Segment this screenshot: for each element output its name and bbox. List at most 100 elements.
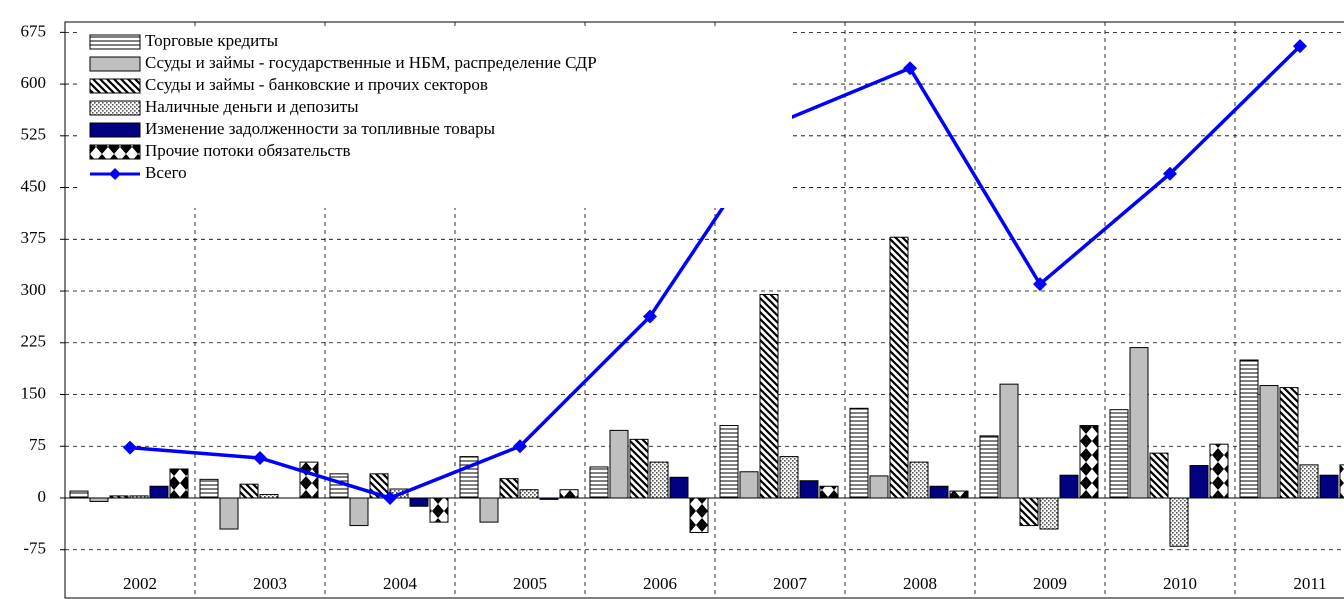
bar [1059, 474, 1079, 499]
bar [629, 438, 649, 499]
bar [1209, 443, 1229, 499]
legend-label: Торговые кредиты [145, 31, 279, 50]
bar [199, 478, 219, 499]
bar [1039, 497, 1059, 530]
x-tick-label: 2008 [903, 574, 937, 593]
y-tick-label: 300 [21, 280, 47, 299]
bar [1259, 385, 1279, 499]
bar [1299, 464, 1319, 499]
line-marker [123, 440, 137, 455]
bar [799, 480, 819, 499]
bar [589, 466, 609, 499]
legend-background [80, 30, 792, 208]
line-marker [513, 439, 527, 454]
bar [849, 407, 869, 499]
bar [1279, 387, 1299, 499]
bar [169, 468, 189, 499]
y-tick-label: 150 [21, 383, 47, 402]
line-marker [1163, 166, 1177, 181]
line-marker [1293, 39, 1307, 54]
bar [929, 485, 949, 499]
bar [409, 497, 429, 507]
y-tick-label: -75 [23, 539, 46, 558]
y-tick-label: 675 [21, 21, 47, 40]
bar [1319, 474, 1339, 499]
x-tick-label: 2003 [253, 574, 287, 593]
bar [1239, 359, 1259, 499]
x-tick-label: 2004 [383, 574, 418, 593]
bar [609, 429, 629, 499]
bar [149, 485, 169, 499]
legend-label: Ссуды и займы - банковские и прочих сект… [145, 75, 488, 94]
legend-swatch [89, 78, 141, 94]
bar [519, 489, 539, 499]
bar [719, 425, 739, 499]
bar [219, 497, 239, 530]
legend-swatch [109, 168, 121, 180]
bar [689, 497, 709, 533]
x-tick-label: 2010 [1163, 574, 1197, 593]
legend-swatch [89, 122, 141, 138]
y-tick-label: 600 [21, 73, 47, 92]
y-tick-label: 450 [21, 176, 47, 195]
x-tick-label: 2002 [123, 574, 157, 593]
bar [109, 495, 129, 499]
bar [129, 495, 149, 499]
bar [889, 236, 909, 499]
y-tick-label: 225 [21, 332, 47, 351]
bar [1189, 465, 1209, 499]
legend-swatch [89, 56, 141, 72]
legend-label: Прочие потоки обязательств [145, 141, 351, 160]
bar [1149, 452, 1169, 499]
bar [499, 478, 519, 499]
line-marker [903, 61, 917, 76]
line [129, 44, 1302, 500]
legend-label: Ссуды и займы - государственные и НБМ, р… [145, 53, 597, 72]
legend-swatch [89, 34, 141, 50]
legend-swatch [89, 100, 141, 116]
bar [909, 461, 929, 499]
y-tick-label: 0 [38, 487, 47, 506]
bar [759, 293, 779, 499]
bar [779, 456, 799, 499]
bar [1019, 497, 1039, 527]
bar [259, 494, 279, 499]
y-tick-label: 75 [29, 435, 46, 454]
y-tick-label: 375 [21, 228, 47, 247]
bar [429, 497, 449, 523]
x-tick-label: 2007 [773, 574, 808, 593]
bar [869, 475, 889, 499]
y-tick-label: 525 [21, 125, 47, 144]
bar [649, 461, 669, 499]
bar [539, 497, 559, 500]
x-tick-label: 2006 [643, 574, 677, 593]
line-marker [383, 490, 397, 505]
bar [999, 383, 1019, 499]
bar [239, 483, 259, 499]
bar [669, 476, 689, 499]
x-tick-label: 2009 [1033, 574, 1067, 593]
bar [479, 497, 499, 523]
x-tick-label: 2005 [513, 574, 547, 593]
bar [1079, 425, 1099, 499]
bar [1129, 347, 1149, 499]
legend-label: Наличные деньги и депозиты [145, 97, 359, 116]
bar [69, 490, 89, 499]
bar [739, 471, 759, 499]
legend-label: Изменение задолженности за топливные тов… [145, 119, 496, 138]
line-marker [643, 309, 657, 324]
line-marker [1033, 277, 1047, 292]
bar [1339, 464, 1344, 499]
bar [349, 497, 369, 527]
legend-label: Всего [145, 163, 187, 182]
bar [819, 485, 839, 499]
x-tick-label: 2011 [1293, 574, 1326, 593]
bar [949, 490, 969, 499]
bar [89, 497, 109, 502]
bar [979, 435, 999, 499]
bar [299, 461, 319, 499]
bar [559, 489, 579, 499]
legend-swatch [89, 144, 141, 160]
bar [1169, 497, 1189, 547]
